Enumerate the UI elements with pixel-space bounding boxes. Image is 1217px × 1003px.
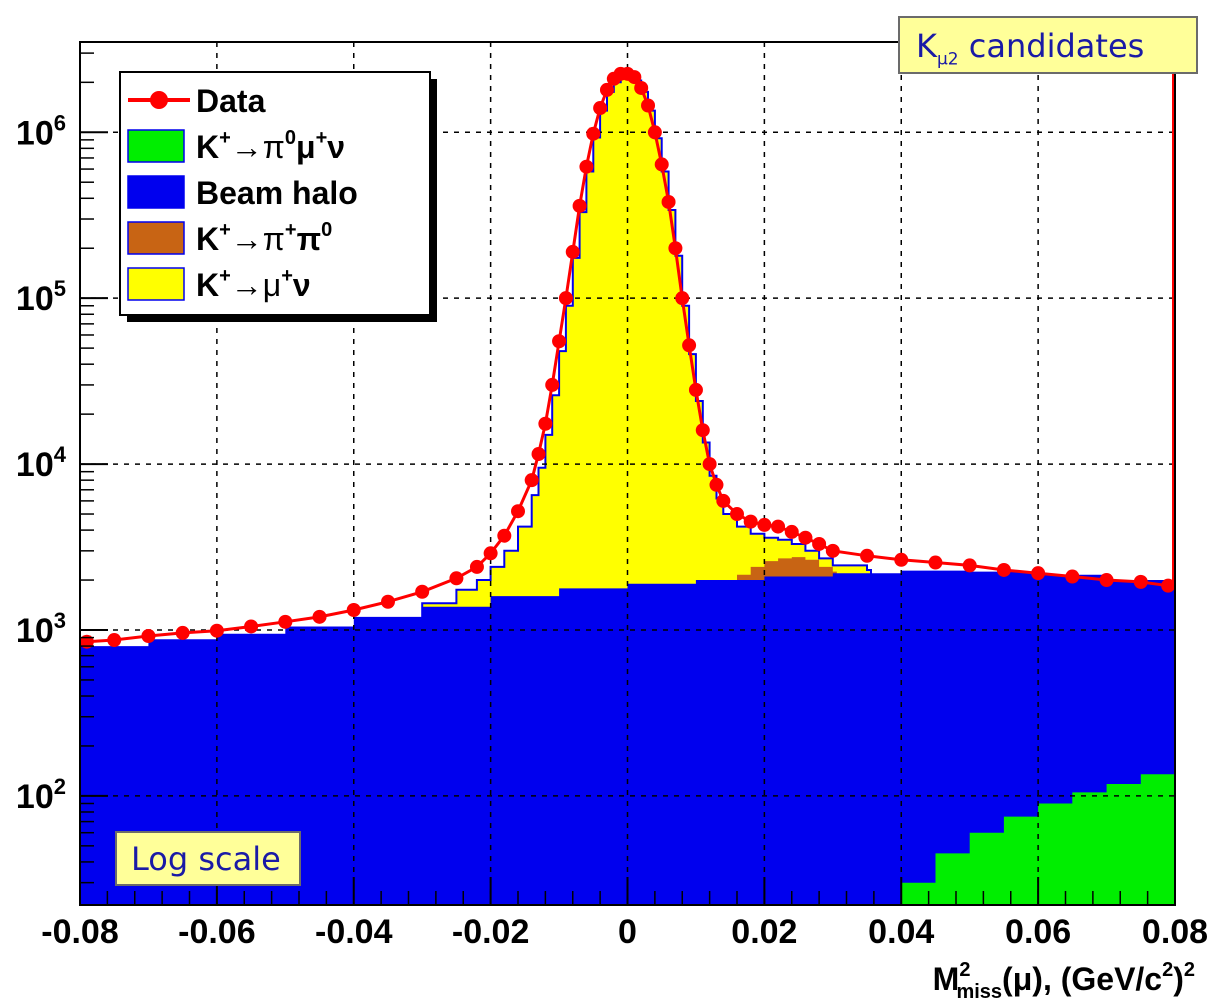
log-scale-annotation: Log scale — [115, 831, 301, 886]
data-point — [209, 623, 224, 638]
data-point — [586, 126, 601, 141]
data-point — [634, 80, 649, 95]
data-point — [278, 614, 293, 629]
data-point — [627, 70, 642, 85]
data-point — [928, 555, 943, 570]
y-tick-label: 106 — [16, 110, 66, 152]
data-point — [572, 198, 587, 213]
legend-label: Beam halo — [196, 175, 358, 211]
data-point — [825, 543, 840, 558]
y-tick-label: 102 — [16, 774, 66, 816]
x-tick-label: 0.06 — [1005, 913, 1071, 951]
x-tick-label: 0 — [618, 913, 637, 951]
data-point — [511, 504, 525, 519]
legend-entry-k_pi0_mu_nu: K+→π0μ+ν — [127, 127, 345, 165]
data-point — [962, 558, 977, 573]
data-point — [702, 457, 717, 472]
x-axis-ticks: -0.08 -0.06 -0.04 -0.02 0 0.02 0.04 0.06 0.08 — [41, 877, 1208, 951]
data-point — [599, 82, 614, 97]
data-point — [1065, 569, 1080, 584]
data-point — [730, 507, 744, 522]
y-tick-label: 103 — [16, 608, 66, 650]
data-point — [688, 382, 703, 397]
legend-label: K+→π+π0 — [196, 219, 332, 257]
data-point — [1133, 574, 1148, 589]
legend-swatch — [127, 221, 185, 255]
legend-marker — [150, 91, 168, 109]
legend-label: Data — [196, 83, 266, 119]
legend-entry-data: Data — [128, 83, 266, 119]
data-point — [798, 530, 813, 545]
data-point — [538, 416, 553, 431]
data-point — [524, 473, 539, 488]
x-tick-label: 0.08 — [1142, 913, 1208, 951]
data-point — [565, 244, 580, 259]
data-point — [654, 157, 669, 172]
legend-label: K+→μ+ν — [196, 265, 311, 303]
data-point — [107, 633, 122, 648]
data-point — [593, 101, 608, 116]
legend: Data K+→π0μ+ν Beam halo K+→π+π0 K+→μ+ν — [119, 71, 437, 322]
data-point — [784, 524, 799, 539]
x-tick-label: -0.04 — [315, 913, 393, 951]
legend-entry-k_mu_nu: K+→μ+ν — [127, 265, 311, 303]
legend-entry-k_pi_pi0: K+→π+π0 — [127, 219, 332, 257]
data-point — [469, 559, 484, 574]
x-tick-label: 0.04 — [868, 913, 934, 951]
data-point — [415, 584, 430, 599]
data-point — [558, 291, 573, 306]
data-point — [579, 159, 594, 174]
data-point — [716, 493, 731, 508]
data-point — [682, 338, 697, 353]
k-pi0-mu-nu-area — [887, 766, 1175, 905]
data-points — [79, 42, 1176, 649]
data-point — [894, 552, 909, 567]
y-tick-label: 104 — [16, 442, 67, 484]
data-point — [743, 514, 758, 529]
data-point — [709, 477, 724, 492]
data-point — [531, 447, 546, 462]
candidates-annotation: Kμ2 candidates — [898, 16, 1198, 74]
x-tick-label: 0.02 — [731, 913, 797, 951]
data-point — [1099, 573, 1114, 588]
data-point — [141, 629, 156, 644]
legend-swatch — [127, 175, 185, 209]
x-axis-title: M2 miss(μ), (GeV/c2)2 — [933, 959, 1195, 1003]
data-point — [545, 377, 560, 392]
legend-label: K+→π0μ+ν — [196, 127, 345, 165]
x-tick-label: -0.08 — [41, 913, 119, 951]
y-tick-label: 105 — [16, 276, 66, 318]
grid-lines — [80, 42, 1175, 905]
legend-swatch — [127, 129, 185, 163]
legend-swatch — [127, 267, 185, 301]
data-point — [647, 125, 662, 140]
data-point — [497, 528, 512, 543]
x-tick-label: -0.06 — [178, 913, 256, 951]
data-point — [641, 98, 656, 113]
data-point — [449, 571, 464, 586]
data-point — [380, 594, 395, 609]
data-point — [552, 334, 567, 349]
data-point — [312, 609, 327, 624]
data-point — [675, 291, 690, 306]
data-point — [1031, 566, 1046, 581]
data-point — [996, 562, 1011, 577]
legend-entry-beam_halo: Beam halo — [127, 175, 358, 211]
y-axis-ticks: 102 103 104 105 106 — [16, 52, 108, 884]
data-point — [175, 625, 190, 640]
data-point — [695, 423, 710, 438]
data-point — [346, 602, 361, 617]
data-point — [661, 194, 676, 209]
x-tick-label: -0.02 — [452, 913, 530, 951]
data-point — [771, 519, 786, 534]
data-point — [244, 619, 259, 634]
data-point — [757, 517, 772, 532]
data-point — [483, 546, 498, 561]
data-point — [668, 241, 683, 256]
data-point — [812, 536, 827, 551]
data-point — [860, 548, 875, 563]
data-point — [1161, 578, 1176, 593]
